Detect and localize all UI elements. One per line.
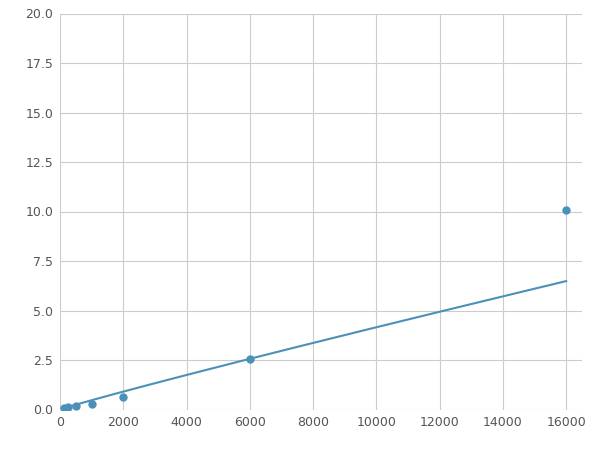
- Point: [63, 403, 73, 410]
- Point: [59, 404, 69, 411]
- Point: [245, 356, 254, 363]
- Point: [118, 393, 128, 400]
- Point: [87, 400, 97, 408]
- Point: [562, 206, 571, 213]
- Point: [71, 402, 80, 409]
